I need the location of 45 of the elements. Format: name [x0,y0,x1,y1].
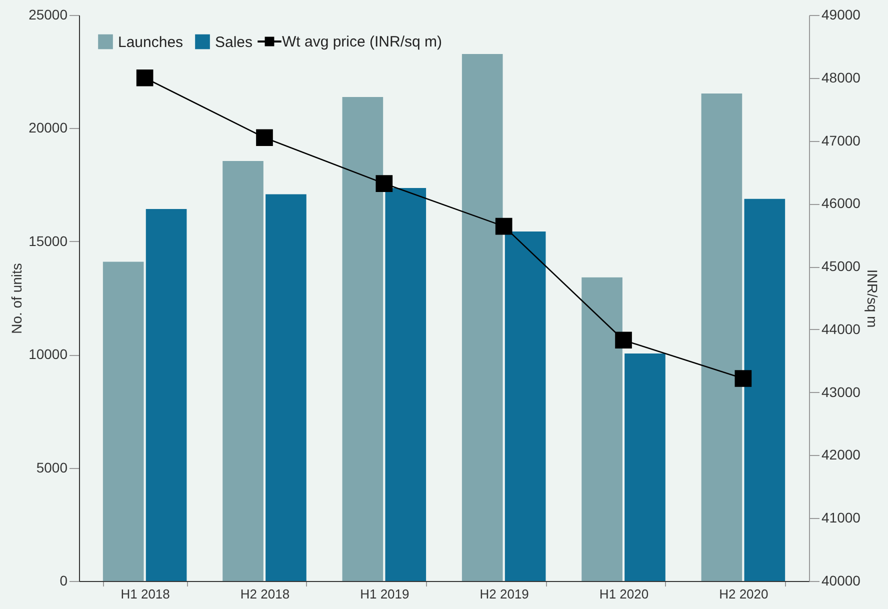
bar [624,353,666,581]
y2-tick-label: 40000 [822,572,861,588]
x-tick-label: H2 2018 [240,586,290,602]
point [256,129,273,146]
y2-tick-label: 46000 [822,195,861,212]
y-tick-label: 15000 [28,232,68,249]
y2-tick-label: 49000 [822,6,861,22]
y-tick-label: 25000 [28,6,68,22]
y2-tick-label: 42000 [822,446,861,463]
bar [744,198,786,581]
y-axis-title: No. of units [8,263,25,334]
bar [582,277,622,581]
point [615,332,632,349]
x-tick-label: H1 2019 [360,586,410,602]
legend-label: Sales [215,34,253,51]
y2-tick-label: 43000 [822,384,861,400]
x-tick-label: H2 2019 [480,586,529,602]
legend-label: Launches [118,34,184,51]
x-tick-label: H1 2020 [599,586,649,602]
x-tick-label: H2 2020 [719,586,768,602]
y2-tick-label: 45000 [822,258,861,274]
y2-tick-label: 48000 [822,69,861,86]
point [376,175,393,192]
bar [701,94,742,581]
x-tick-label: H1 2018 [120,586,170,602]
bar [146,209,187,581]
bar [462,54,503,581]
bar [504,231,546,581]
bar [266,194,306,581]
bar [222,161,264,581]
bar [102,262,144,581]
legend-label: Wt avg price (INR/sq m) [282,34,442,50]
y2-tick-label: 47000 [822,132,861,148]
point [136,69,154,86]
y2-tick-label: 44000 [822,320,861,337]
bar [385,188,426,581]
y-tick-label: 0 [60,572,68,588]
point [734,370,752,387]
y-tick-label: 20000 [28,120,68,136]
y-tick-label: 5000 [36,459,68,476]
y-tick-label: 10000 [28,346,68,362]
y2-tick-label: 41000 [822,510,861,526]
y2-axis-title: INR/sq m [864,269,880,328]
bar [342,96,384,581]
point [495,218,512,235]
